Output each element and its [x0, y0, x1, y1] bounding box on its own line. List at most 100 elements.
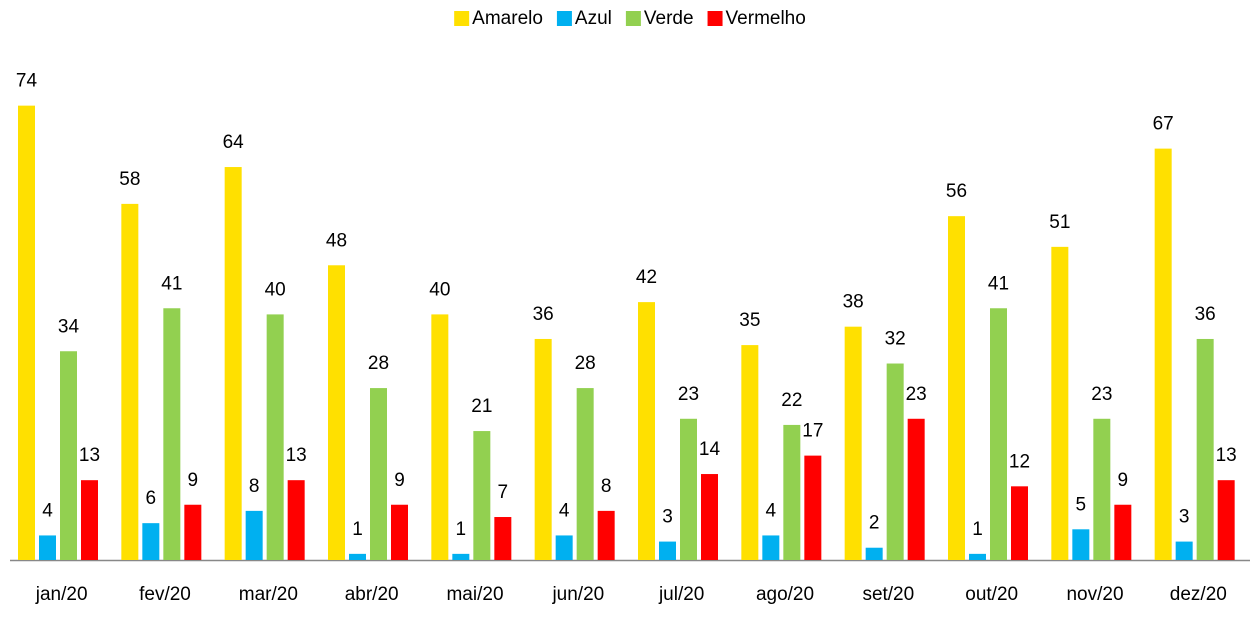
data-label: 28 — [575, 353, 596, 374]
data-label: 58 — [119, 169, 140, 190]
bar — [1072, 529, 1090, 560]
data-label: 9 — [188, 470, 199, 491]
x-tick-label: mar/20 — [239, 584, 298, 605]
x-tick-label: jan/20 — [35, 584, 88, 605]
bar — [1011, 486, 1028, 560]
bar — [184, 504, 202, 560]
bar — [638, 302, 655, 560]
data-label: 1 — [352, 519, 363, 540]
data-label: 67 — [1153, 114, 1174, 135]
bar — [990, 308, 1007, 560]
bar — [907, 418, 925, 560]
legend-swatch — [556, 11, 572, 26]
x-tick-label: out/20 — [965, 584, 1018, 605]
bar — [370, 388, 387, 560]
bar — [1217, 480, 1235, 560]
data-label: 23 — [1091, 384, 1112, 405]
x-tick-label: mai/20 — [446, 584, 503, 605]
data-label: 41 — [988, 273, 1009, 294]
bar — [473, 431, 491, 560]
data-label: 3 — [662, 507, 673, 528]
data-label: 2 — [869, 513, 880, 534]
bar — [1114, 504, 1132, 560]
data-label: 51 — [1049, 212, 1070, 233]
legend-label: Verde — [644, 8, 694, 29]
data-label: 35 — [739, 310, 760, 331]
data-label: 36 — [533, 304, 554, 325]
data-label: 23 — [906, 384, 927, 405]
data-label: 13 — [286, 445, 307, 466]
data-label: 14 — [699, 439, 721, 460]
data-label: 13 — [1216, 445, 1237, 466]
bar — [1175, 541, 1193, 560]
bar — [18, 105, 35, 560]
bar — [121, 203, 139, 560]
bar — [349, 553, 366, 560]
data-label: 36 — [1195, 304, 1216, 325]
bar — [81, 480, 98, 560]
bar — [328, 265, 345, 560]
x-tick-label: jun/20 — [551, 584, 604, 605]
data-label: 21 — [471, 396, 492, 417]
data-label: 1 — [972, 519, 983, 540]
x-tick-label: dez/20 — [1170, 584, 1227, 605]
bar — [224, 167, 242, 561]
bar — [60, 351, 77, 560]
data-label: 5 — [1076, 494, 1087, 515]
data-label: 4 — [559, 500, 570, 521]
x-tick-label: ago/20 — [756, 584, 814, 605]
legend-swatch — [707, 11, 723, 26]
bar — [804, 455, 822, 560]
bar — [701, 474, 718, 560]
bar — [1051, 246, 1069, 561]
bar — [844, 326, 862, 560]
data-label: 64 — [223, 132, 245, 153]
data-label: 17 — [802, 421, 823, 442]
bar — [39, 535, 56, 560]
legend-label: Vermelho — [726, 8, 806, 29]
data-label: 23 — [678, 384, 699, 405]
bar — [783, 424, 801, 560]
bar — [1093, 418, 1111, 560]
data-label: 4 — [42, 500, 53, 521]
data-label: 56 — [946, 181, 967, 202]
data-label: 4 — [766, 500, 777, 521]
data-label: 40 — [265, 279, 286, 300]
data-label: 6 — [146, 488, 157, 509]
bar — [969, 553, 986, 560]
data-label: 48 — [326, 230, 347, 251]
bar — [865, 547, 883, 560]
legend-swatch — [454, 11, 470, 26]
bar — [452, 553, 470, 560]
data-label: 13 — [79, 445, 100, 466]
bar — [142, 523, 160, 560]
bar — [494, 517, 512, 560]
legend-swatch — [625, 11, 641, 26]
bar — [163, 308, 181, 560]
data-label: 7 — [498, 482, 509, 503]
bar — [741, 345, 759, 560]
bar — [431, 314, 449, 560]
bar — [680, 418, 697, 560]
bar — [534, 338, 552, 560]
bar — [555, 535, 573, 560]
data-label: 8 — [249, 476, 260, 497]
data-label: 3 — [1179, 507, 1190, 528]
x-tick-label: fev/20 — [139, 584, 191, 605]
data-label: 74 — [16, 71, 38, 92]
data-label: 32 — [885, 329, 906, 350]
data-label: 8 — [601, 476, 612, 497]
bar — [597, 510, 615, 560]
bar — [391, 504, 408, 560]
bar — [1196, 338, 1214, 560]
bar — [1154, 148, 1172, 560]
legend-label: Amarelo — [472, 8, 543, 29]
x-tick-label: abr/20 — [345, 584, 399, 605]
data-label: 12 — [1009, 451, 1030, 472]
x-tick-label: jul/20 — [658, 584, 704, 605]
data-label: 22 — [781, 390, 802, 411]
bar — [886, 363, 904, 560]
data-label: 28 — [368, 353, 389, 374]
legend-label: Azul — [575, 8, 612, 29]
